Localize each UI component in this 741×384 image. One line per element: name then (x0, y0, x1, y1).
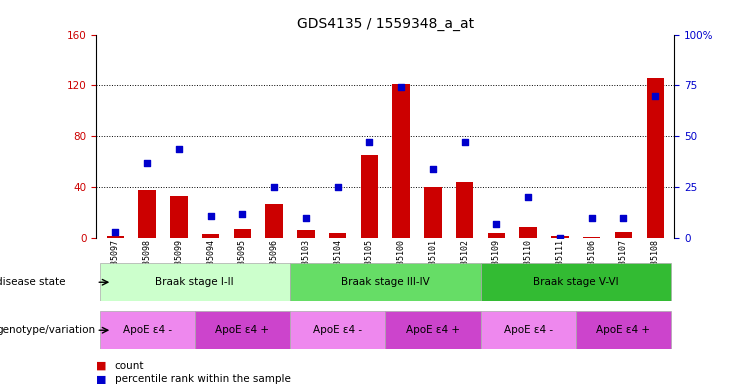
Bar (290, 263, 481, 301)
Bar (107, 235, 124, 238)
Bar (297, 230, 315, 238)
Bar (361, 156, 378, 238)
Text: ■: ■ (96, 374, 107, 384)
Bar (576, 311, 671, 349)
Text: disease state: disease state (0, 277, 66, 287)
Point (110, 229, 122, 235)
Bar (233, 229, 251, 238)
Point (142, 160, 153, 166)
Point (491, 221, 502, 227)
Text: genotype/variation: genotype/variation (0, 325, 96, 335)
Bar (195, 311, 290, 349)
Point (300, 215, 312, 221)
Text: ApoE ε4 +: ApoE ε4 + (597, 325, 651, 335)
Bar (424, 187, 442, 238)
Text: count: count (115, 361, 144, 371)
Bar (551, 235, 568, 238)
Bar (99, 311, 195, 349)
Point (364, 139, 376, 146)
Point (332, 184, 344, 190)
Bar (481, 263, 671, 301)
Text: ApoE ε4 -: ApoE ε4 - (504, 325, 553, 335)
Point (427, 166, 439, 172)
Point (554, 235, 566, 241)
Bar (583, 237, 600, 238)
Bar (139, 190, 156, 238)
Text: ApoE ε4 +: ApoE ε4 + (216, 325, 270, 335)
Text: ■: ■ (96, 361, 107, 371)
Point (649, 93, 661, 99)
Text: Braak stage V-VI: Braak stage V-VI (533, 277, 619, 287)
Point (173, 146, 185, 152)
Bar (519, 227, 537, 238)
Bar (329, 233, 346, 238)
Text: ApoE ε4 +: ApoE ε4 + (406, 325, 460, 335)
Bar (615, 232, 632, 238)
Point (268, 184, 280, 190)
Point (459, 139, 471, 146)
Text: ApoE ε4 -: ApoE ε4 - (122, 325, 172, 335)
Bar (290, 311, 385, 349)
Point (522, 194, 534, 200)
Bar (481, 311, 576, 349)
Bar (99, 263, 290, 301)
Text: ApoE ε4 -: ApoE ε4 - (313, 325, 362, 335)
Bar (202, 234, 219, 238)
Point (236, 210, 248, 217)
Bar (265, 204, 283, 238)
Bar (646, 78, 664, 238)
Text: Braak stage I-II: Braak stage I-II (156, 277, 234, 287)
Bar (170, 196, 187, 238)
Bar (385, 311, 481, 349)
Bar (456, 182, 473, 238)
Point (395, 84, 407, 91)
Bar (393, 84, 410, 238)
Bar (488, 233, 505, 238)
Point (586, 215, 598, 221)
Text: percentile rank within the sample: percentile rank within the sample (115, 374, 290, 384)
Point (205, 213, 216, 219)
Point (617, 215, 629, 221)
Text: Braak stage III-IV: Braak stage III-IV (341, 277, 430, 287)
Title: GDS4135 / 1559348_a_at: GDS4135 / 1559348_a_at (296, 17, 474, 31)
